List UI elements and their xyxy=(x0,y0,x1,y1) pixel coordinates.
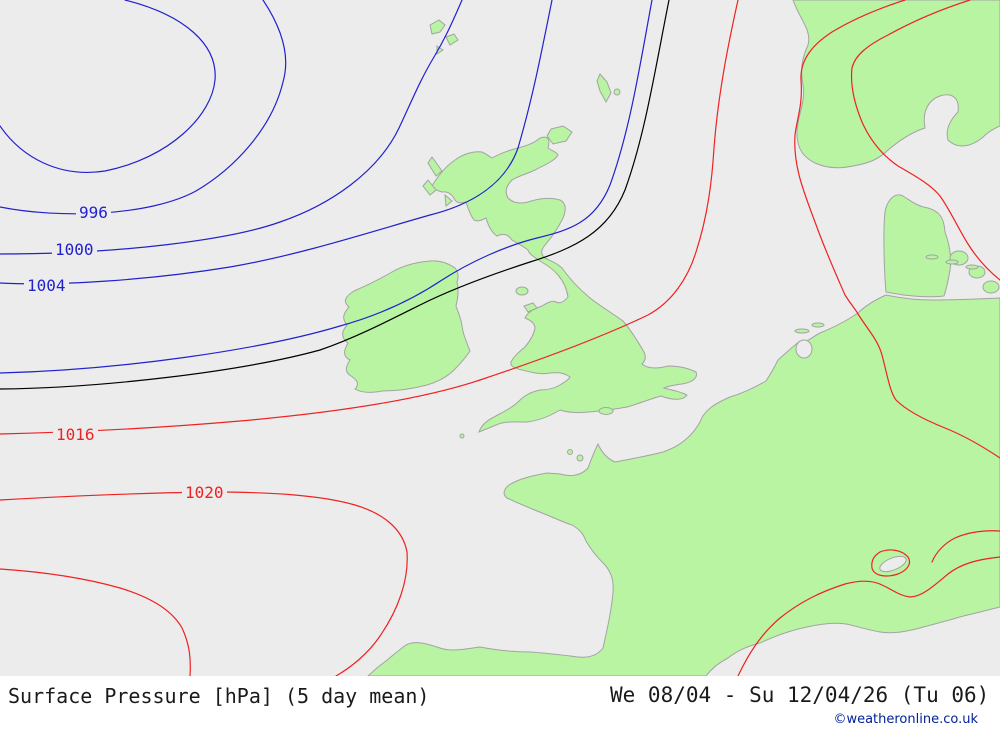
land-frisian-island xyxy=(945,259,959,265)
land-shetland xyxy=(596,73,612,104)
isobar-1016-line xyxy=(0,0,739,435)
map-date-range: We 08/04 - Su 12/04/26 (Tu 06) xyxy=(610,683,990,707)
isobar-red-inner-line xyxy=(0,568,191,676)
land-denmark xyxy=(883,194,952,298)
isobar-1004-line xyxy=(0,0,553,285)
isobar-label-1016: 1016 xyxy=(53,426,98,444)
land-norway xyxy=(792,0,1000,169)
lake-geneva xyxy=(879,555,907,573)
land-great-britain xyxy=(431,136,697,433)
land-channel-islands xyxy=(567,449,573,455)
land-wadden-island xyxy=(811,322,825,328)
land-channel-islands xyxy=(576,454,584,462)
isobar-red-norway-denmark-line xyxy=(850,0,1000,281)
pressure-map-canvas: 996 1000 1004 1016 1020 xyxy=(0,0,1000,676)
isobar-label-1020: 1020 xyxy=(182,484,227,502)
land-isle-of-man xyxy=(515,286,529,296)
land-hebrides xyxy=(422,179,437,196)
land-frisian-island xyxy=(925,254,939,260)
isobar-label-1000: 1000 xyxy=(52,241,97,259)
isobar-label-996: 996 xyxy=(76,204,111,222)
isobar-1000-line xyxy=(0,0,463,255)
land-danish-island xyxy=(982,280,1000,294)
isobar-black-line xyxy=(0,0,670,390)
land-orkney xyxy=(546,125,573,145)
land-wadden-island xyxy=(794,328,810,334)
isobar-1020-line xyxy=(0,491,408,676)
copyright-text: ©weatheronline.co.uk xyxy=(833,712,978,727)
isobar-red-stub xyxy=(931,530,1000,563)
lake-ijsselmeer xyxy=(795,339,813,359)
isobar-label-1004: 1004 xyxy=(24,277,69,295)
land-hebrides xyxy=(444,193,453,207)
land-shetland xyxy=(613,88,621,96)
land-frisian-island xyxy=(965,264,979,270)
isobar-red-norway-coastal-line xyxy=(794,0,1000,459)
caption-bar: Surface Pressure [hPa] (5 day mean) We 0… xyxy=(0,676,1000,733)
isobar-992-line xyxy=(0,0,216,173)
land-anglesey xyxy=(523,302,538,313)
land-scilly xyxy=(459,433,465,439)
landmasses xyxy=(342,0,1000,676)
land-faroe-islands xyxy=(429,19,446,35)
isobar-red-south-france-line xyxy=(737,556,1000,676)
land-ireland xyxy=(342,260,471,393)
land-isle-of-wight xyxy=(598,407,614,415)
land-continent xyxy=(367,294,1000,676)
map-svg xyxy=(0,0,1000,676)
land-faroe-islands xyxy=(445,33,459,46)
isobar-1008-line xyxy=(0,0,653,374)
isobar-red-alpine-loop xyxy=(871,549,911,577)
land-hebrides xyxy=(427,156,443,177)
map-title: Surface Pressure [hPa] (5 day mean) xyxy=(8,684,430,708)
